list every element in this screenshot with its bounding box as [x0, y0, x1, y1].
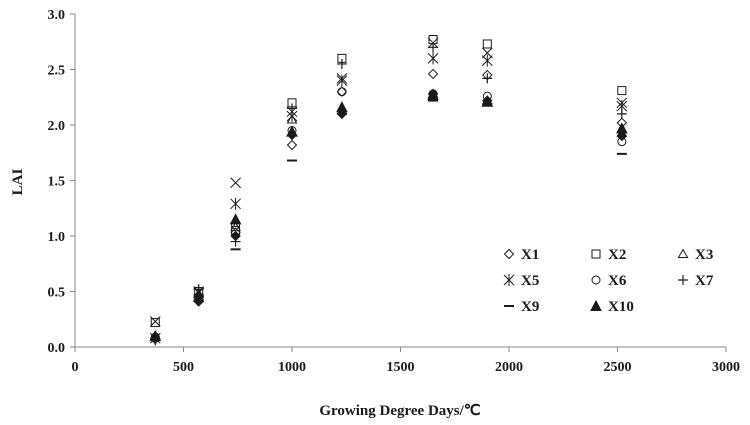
legend-marker-x6 [591, 275, 601, 285]
x-tick-label: 500 [173, 360, 194, 375]
point-x10 [336, 101, 348, 113]
point-x5 [427, 52, 439, 65]
point-x4 [230, 177, 241, 189]
legend-marker-x7 [678, 275, 688, 285]
x-tick-label: 1000 [278, 360, 306, 375]
y-tick-label: 2.0 [48, 119, 66, 134]
y-tick-label: 1.0 [48, 230, 66, 245]
legend-item-x10: X10 [590, 299, 634, 315]
legend-marker-x1 [503, 248, 515, 260]
point-x10 [192, 290, 205, 303]
series-x3 [149, 88, 628, 340]
series-x6 [150, 87, 627, 342]
point-x6 [337, 87, 347, 97]
x-tick-label: 1500 [387, 360, 415, 375]
legend-marker-x2 [591, 249, 601, 259]
y-axis-title: LAI [10, 169, 26, 196]
point-x4 [149, 316, 161, 327]
legend-label: X6 [608, 273, 627, 289]
legend-label: X1 [521, 247, 539, 263]
series-x1 [150, 68, 628, 345]
series-x8 [150, 88, 628, 344]
series-x7 [150, 42, 627, 346]
series-x5 [149, 52, 628, 345]
point-x10 [427, 88, 439, 101]
point-x10 [229, 213, 242, 225]
legend-marker-x10 [590, 299, 602, 311]
series-x2 [150, 35, 627, 328]
point-x7 [287, 103, 297, 114]
x-tick-label: 3000 [712, 360, 740, 375]
point-x8 [230, 230, 241, 242]
y-tick-label: 0.5 [48, 286, 66, 301]
y-ticks: 0.0 0.5 1.0 1.5 2.0 2.5 3.0 [48, 8, 75, 356]
legend: X1X2X3X4X5X6X7X8X9X10 [503, 247, 714, 315]
x-tick-label: 2000 [495, 360, 523, 375]
point-x2 [150, 318, 160, 328]
series-x9 [150, 99, 627, 341]
point-x4 [481, 47, 493, 59]
point-x7 [336, 58, 347, 69]
point-x1 [286, 139, 298, 151]
point-x2 [482, 39, 492, 49]
legend-item-x5: X5 [503, 273, 539, 289]
legend-item-x2: X2 [591, 247, 626, 263]
x-axis-title: Growing Degree Days/℃ [319, 403, 480, 419]
x-ticks: 0 500 1000 1500 2000 2500 3000 [72, 347, 740, 375]
legend-item-x9: X9 [504, 299, 539, 315]
legend-item-x1: X1 [503, 247, 539, 263]
legend-label: X2 [608, 247, 626, 263]
y-tick-label: 0.0 [48, 341, 66, 356]
y-tick-label: 3.0 [48, 8, 66, 23]
x-tick-label: 2500 [604, 360, 632, 375]
point-x10 [286, 125, 298, 137]
point-x5 [230, 197, 241, 210]
legend-item-x6: X6 [591, 273, 627, 289]
point-x5 [481, 54, 493, 67]
point-x10 [481, 95, 494, 107]
series-x10 [149, 88, 628, 341]
legend-marker-x5 [503, 274, 515, 286]
point-x10 [149, 329, 162, 341]
y-tick-label: 1.5 [48, 175, 66, 190]
point-x5 [336, 74, 348, 87]
x-tick-label: 0 [72, 360, 79, 375]
y-tick-label: 2.5 [48, 64, 66, 79]
axes [74, 14, 726, 348]
legend-item-x3: X3 [677, 247, 713, 263]
legend-label: X10 [608, 299, 634, 315]
legend-label: X5 [521, 273, 539, 289]
legend-item-x7: X7 [678, 273, 714, 289]
point-x10 [616, 122, 628, 134]
point-x8 [616, 130, 628, 142]
series-x4 [149, 37, 628, 327]
point-x2 [617, 86, 627, 96]
point-x7 [482, 73, 493, 84]
legend-marker-x3 [677, 248, 689, 258]
point-x1 [427, 68, 439, 80]
point-x3 [230, 221, 241, 232]
legend-label: X7 [695, 273, 714, 289]
legend-label: X9 [521, 299, 539, 315]
data-points [149, 35, 628, 346]
point-x7 [428, 42, 439, 53]
point-x7 [616, 108, 627, 119]
legend-label: X3 [695, 247, 713, 263]
